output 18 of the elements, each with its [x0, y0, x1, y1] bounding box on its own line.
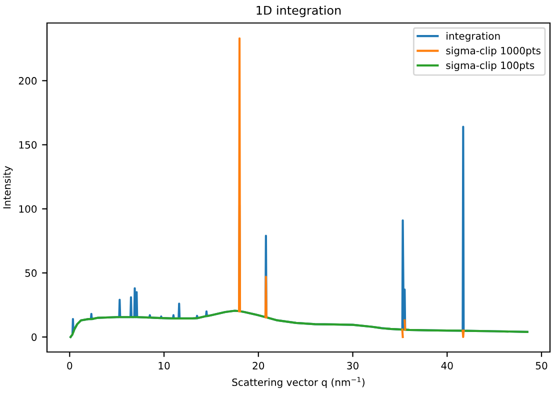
x-tick-label: 30 — [347, 362, 358, 370]
y-tick-label: 0 — [32, 333, 37, 341]
legend-label: integration — [446, 32, 500, 42]
x-axis-title: Scattering vector q (nm$^{−1}$) — [232, 376, 364, 388]
y-tick-label: 150 — [19, 141, 37, 149]
y-tick-label: 50 — [25, 269, 37, 277]
x-tick-label: 40 — [441, 362, 453, 370]
y-tick-label: 100 — [19, 205, 37, 213]
legend-label: sigma-clip 100pts — [446, 61, 534, 72]
y-axis-title: Intensity — [2, 166, 13, 208]
x-tick-label: 50 — [536, 362, 548, 370]
x-tick-label: 10 — [158, 362, 170, 370]
chart-title: 1D integration — [256, 6, 341, 18]
x-tick-label: 20 — [252, 362, 264, 370]
x-tick-label: 0 — [67, 362, 72, 370]
legend-label: sigma-clip 1000pts — [446, 46, 541, 56]
y-tick-label: 200 — [18, 77, 37, 85]
line-series — [70, 310, 528, 338]
